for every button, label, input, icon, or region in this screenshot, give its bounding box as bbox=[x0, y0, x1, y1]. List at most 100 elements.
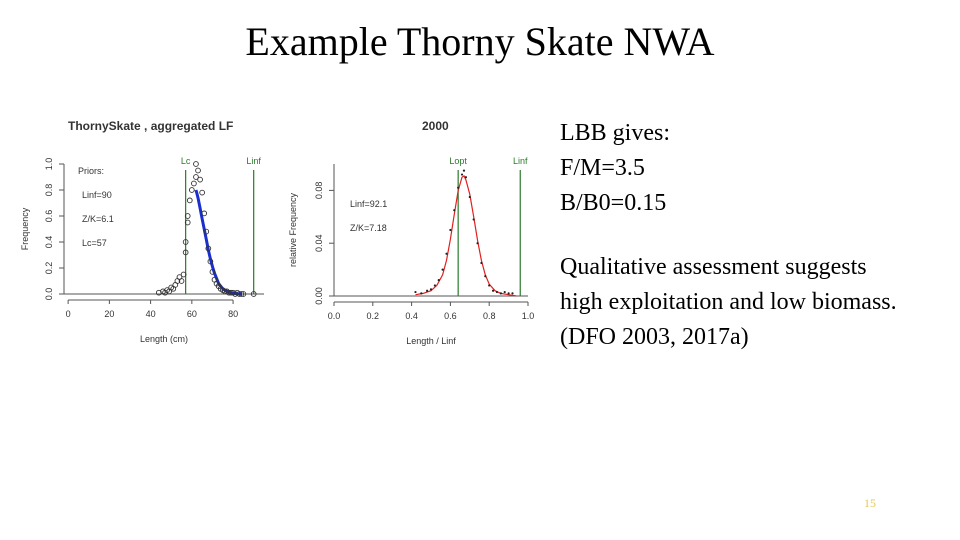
data-point bbox=[511, 292, 514, 295]
y-tick-label: 0.2 bbox=[44, 262, 54, 275]
data-point bbox=[480, 261, 483, 265]
data-point bbox=[433, 284, 436, 287]
data-point bbox=[445, 252, 448, 255]
data-point bbox=[238, 291, 245, 297]
data-point bbox=[488, 284, 491, 287]
data-point bbox=[184, 219, 191, 226]
data-point bbox=[464, 176, 468, 179]
data-point bbox=[495, 290, 499, 294]
data-point bbox=[453, 209, 456, 212]
data-point bbox=[182, 239, 189, 245]
data-point bbox=[186, 197, 193, 204]
lf-frequency-chart: ThornySkate , aggregated LF 0.0 0.2 0.4 0.6 0… bbox=[12, 108, 284, 360]
data-point bbox=[197, 176, 203, 183]
legend-entry: Linf=90 bbox=[82, 190, 112, 200]
page-number: 15 bbox=[864, 496, 876, 510]
data-point bbox=[193, 174, 199, 180]
assessment-note: Qualitative assessment suggests high exp… bbox=[560, 250, 955, 355]
reference-line-label: Lc bbox=[181, 156, 191, 166]
y-axis-label: relative Frequency bbox=[288, 192, 298, 267]
data-point bbox=[437, 279, 440, 282]
data-point bbox=[420, 292, 423, 295]
legend-header: Priors: bbox=[78, 166, 104, 176]
x-tick-label: 0.4 bbox=[405, 311, 418, 321]
y-tick-label: 0.08 bbox=[314, 182, 324, 200]
reference-line-label: Lopt bbox=[449, 156, 467, 166]
data-point bbox=[507, 292, 510, 295]
data-point bbox=[472, 218, 475, 221]
data-point bbox=[191, 180, 197, 187]
x-axis-label: Length (cm) bbox=[140, 334, 188, 344]
data-point bbox=[209, 269, 216, 275]
x-tick-label: 0.2 bbox=[367, 311, 380, 321]
chart-title: 2000 bbox=[422, 119, 449, 133]
y-tick-label: 0.00 bbox=[314, 287, 324, 305]
lbb-line: LBB gives: bbox=[560, 120, 671, 146]
data-point bbox=[188, 187, 195, 193]
assessment-line: high exploitation and low biomass. bbox=[560, 289, 897, 315]
x-tick-label: 0 bbox=[66, 309, 71, 319]
assessment-line: Qualitative assessment suggests bbox=[560, 254, 867, 280]
data-point bbox=[503, 290, 506, 294]
x-tick-label: 0.8 bbox=[483, 311, 496, 321]
legend-entry: Linf=92.1 bbox=[350, 199, 387, 209]
x-tick-label: 1.0 bbox=[522, 311, 535, 321]
reference-line-label: Linf bbox=[246, 156, 261, 166]
x-tick-label: 0.6 bbox=[444, 311, 457, 321]
y-axis-label: Frequency bbox=[20, 207, 30, 250]
data-point bbox=[462, 169, 466, 172]
y-tick-label: 0.8 bbox=[44, 184, 54, 197]
data-point bbox=[441, 268, 444, 271]
x-axis-label: Length / Linf bbox=[406, 336, 456, 346]
x-tick-label: 40 bbox=[146, 309, 156, 319]
data-point bbox=[449, 228, 452, 232]
data-point bbox=[195, 167, 201, 174]
relative-frequency-chart: 2000 0.00 0.04 0.08 0.0 0.2 0.4 0.6 0.8 1.0 Length… bbox=[282, 108, 544, 360]
data-point bbox=[199, 189, 205, 196]
data-point bbox=[182, 249, 189, 256]
y-tick-label: 0.0 bbox=[44, 288, 54, 301]
lbb-line: F/M=3.5 bbox=[560, 155, 645, 181]
data-point bbox=[203, 228, 210, 235]
data-point bbox=[491, 289, 495, 292]
data-point bbox=[178, 278, 185, 284]
y-tick-label: 0.4 bbox=[44, 236, 54, 249]
slide-title: Example Thorny Skate NWA bbox=[245, 19, 715, 64]
y-tick-label: 0.6 bbox=[44, 210, 54, 223]
data-point bbox=[468, 195, 471, 199]
data-point bbox=[429, 288, 433, 291]
fit-curve bbox=[194, 189, 242, 296]
assessment-line: (DFO 2003, 2017a) bbox=[560, 324, 749, 350]
data-point bbox=[207, 258, 214, 265]
data-point bbox=[184, 213, 191, 219]
fit-curve bbox=[415, 175, 517, 297]
data-point bbox=[499, 292, 502, 295]
chart-title: ThornySkate , aggregated LF bbox=[68, 119, 233, 133]
data-point bbox=[240, 291, 247, 297]
data-point bbox=[457, 186, 460, 189]
data-point bbox=[460, 173, 464, 176]
data-point bbox=[180, 271, 187, 278]
lbb-line: B/B0=0.15 bbox=[560, 190, 667, 216]
data-point bbox=[250, 291, 257, 297]
y-tick-label: 0.04 bbox=[314, 234, 324, 252]
data-point bbox=[476, 242, 479, 245]
legend-entry: Z/K=7.18 bbox=[350, 223, 387, 233]
x-tick-label: 0.0 bbox=[328, 311, 341, 321]
data-point bbox=[484, 275, 487, 278]
data-point bbox=[193, 161, 199, 167]
x-tick-label: 20 bbox=[104, 309, 114, 319]
data-point bbox=[236, 291, 243, 297]
reference-line-label: Linf bbox=[513, 156, 528, 166]
data-point bbox=[414, 290, 417, 294]
x-tick-label: 60 bbox=[187, 309, 197, 319]
data-point bbox=[426, 289, 429, 292]
data-point bbox=[205, 245, 212, 252]
legend-entry: Lc=57 bbox=[82, 238, 107, 248]
x-tick-label: 80 bbox=[228, 309, 238, 319]
legend-entry: Z/K=6.1 bbox=[82, 214, 114, 224]
y-tick-label: 1.0 bbox=[44, 158, 54, 171]
lbb-results: LBB gives: F/M=3.5 B/B0=0.15 bbox=[560, 116, 955, 221]
data-point bbox=[201, 210, 208, 217]
data-point bbox=[226, 289, 232, 296]
